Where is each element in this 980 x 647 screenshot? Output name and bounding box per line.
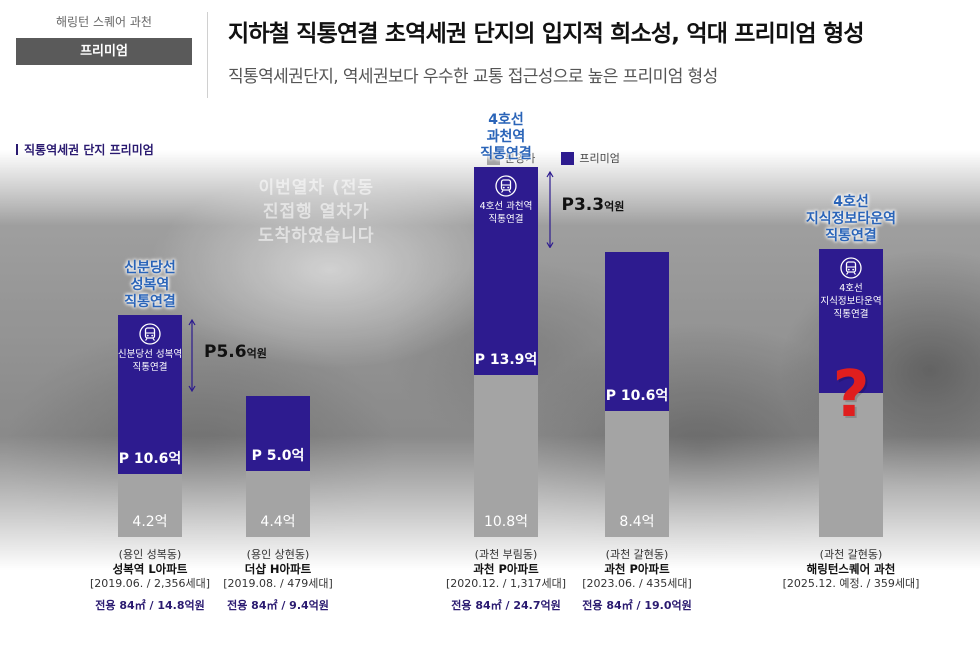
- station-label-line: 직통연결: [825, 228, 877, 244]
- bar-premium-value-3: P 10.6억: [605, 388, 669, 404]
- bar-caption-1: (용인 상현동) 더샵 H아파트 [2019.08. / 479세대] 전용 84㎡ …: [203, 548, 353, 613]
- chart-section-label: 직통역세권 단지 프리미엄: [16, 141, 154, 158]
- station-label-4: 4호선 지식정보타운역 직통연결: [781, 194, 921, 245]
- difference-value: P5.6: [204, 341, 247, 362]
- caption-price: 전용 84㎡ / 9.4억원: [227, 599, 329, 612]
- bar-inner-label-line: 4호선: [839, 283, 863, 294]
- bar-base-3: [605, 411, 669, 537]
- metro-train-icon-0: [139, 323, 161, 345]
- bar-caption-4: (과천 갈현동) 해링턴스퀘어 과천 [2025.12. 예정. / 359세대]: [776, 548, 926, 591]
- caption-price: 전용 84㎡ / 24.7억원: [451, 599, 561, 612]
- section-label-text: 직통역세권 단지 프리미엄: [24, 143, 154, 157]
- legend-swatch-base: [487, 151, 500, 165]
- bar-caption-3: (과천 갈현동) 과천 P아파트 [2023.06. / 435세대] 전용 84㎡ …: [562, 548, 712, 613]
- caption-location: (과천 갈현동): [605, 548, 669, 561]
- bar-caption-2: (과천 부림동) 과천 P아파트 [2020.12. / 1,317세대] 전용 84…: [431, 548, 581, 613]
- difference-value: P3.3: [561, 195, 605, 216]
- station-label-line: 지식정보타운역: [805, 211, 897, 227]
- difference-unit: 억원: [604, 200, 625, 214]
- caption-complex-name: 과천 P아파트: [473, 562, 539, 576]
- legend-label-base: 분양가: [505, 152, 536, 165]
- metro-train-icon-4: [840, 257, 862, 279]
- caption-complex-name: 과천 P아파트: [604, 562, 670, 576]
- difference-label-0: P5.6억원: [204, 342, 267, 362]
- bar-inner-label-line: 직통연결: [132, 362, 168, 373]
- bar-premium-0: [118, 315, 182, 474]
- difference-arrow-0: [188, 319, 196, 392]
- header-left: 해링턴 스퀘어 과천 프리미엄: [16, 12, 192, 65]
- station-label-line: 직통연결: [480, 145, 532, 162]
- station-label-line: 성복역: [130, 277, 170, 293]
- bar-premium-3: [605, 252, 669, 411]
- station-label-line: 4호선: [488, 111, 524, 128]
- bar-base-0: [118, 474, 182, 537]
- bar-base-1: [246, 471, 310, 537]
- legend-item-premium: 프리미엄: [561, 150, 620, 166]
- bar-inner-label-line: 직통연결: [488, 213, 524, 225]
- bar-premium-value-0: P 10.6억: [118, 451, 182, 467]
- caption-meta: [2025.12. 예정. / 359세대]: [782, 577, 920, 590]
- caption-price: 전용 84㎡ / 14.8억원: [95, 599, 205, 612]
- caption-location: (과천 갈현동): [819, 548, 883, 561]
- station-label-line: 직통연결: [124, 294, 176, 310]
- station-label-line: 신분당선: [124, 260, 176, 276]
- bar-premium-1: [246, 396, 310, 471]
- caption-price: 전용 84㎡ / 19.0억원: [582, 599, 692, 612]
- difference-arrow-1: [545, 170, 554, 248]
- site-name: 해링턴 스퀘어 과천: [56, 15, 152, 29]
- bar-base-value-3: 8.4억: [619, 514, 655, 530]
- bar-inner-label-line: 지식정보타운역: [820, 296, 882, 307]
- unknown-premium-question-mark: ?: [832, 358, 870, 432]
- caption-location: (용인 상현동): [246, 548, 310, 561]
- bar-base-4: [819, 393, 883, 537]
- section-tag: 프리미엄: [16, 38, 192, 65]
- bar-inner-label-2: 4호선 과천역 직통연결: [470, 200, 542, 226]
- bar-premium-2: [474, 166, 538, 375]
- station-label-0: 신분당선 성복역 직통연결: [80, 260, 220, 311]
- header-divider: [207, 12, 208, 98]
- bar-premium-4: [819, 249, 883, 393]
- caption-meta: [2020.12. / 1,317세대]: [446, 577, 566, 590]
- caption-meta: [2023.06. / 435세대]: [582, 577, 692, 590]
- bar-inner-label-line: 직통연결: [833, 309, 869, 320]
- metro-train-icon-2: [495, 174, 517, 197]
- bar-inner-label-line: 4호선 과천역: [479, 200, 533, 212]
- bar-base-value-2: 10.8억: [483, 514, 529, 530]
- bar-inner-label-line: 신분당선 성복역: [117, 349, 183, 360]
- station-label-2: 4호선 과천역 직통연결: [436, 112, 576, 163]
- station-label-line: 과천역: [486, 128, 526, 145]
- difference-unit: 억원: [246, 346, 267, 360]
- bar-base-value-1: 4.4억: [260, 514, 296, 530]
- bar-base-2: [474, 375, 538, 537]
- bar-base-value-0: 4.2억: [132, 514, 168, 530]
- page-subtitle: 직통역세권단지, 역세권보다 우수한 교통 접근성으로 높은 프리미엄 형성: [228, 67, 718, 87]
- caption-meta: [2019.08. / 479세대]: [223, 577, 333, 590]
- legend-swatch-premium: [561, 151, 575, 165]
- background-sign: 이번열차 (전동 진접행 열차가 도착하였습니다: [258, 178, 375, 246]
- caption-location: (용인 성복동): [118, 548, 182, 561]
- caption-complex-name: 성복역 L아파트: [112, 562, 188, 576]
- bar-premium-value-2: P 13.9억: [474, 352, 538, 368]
- station-label-line: 4호선: [833, 194, 869, 210]
- bar-premium-value-1: P 5.0억: [251, 448, 305, 464]
- section-label-marker: [16, 144, 18, 155]
- bar-caption-0: (용인 성복동) 성복역 L아파트 [2019.06. / 2,356세대] 전용 8…: [75, 548, 225, 613]
- legend-label-premium: 프리미엄: [579, 152, 620, 165]
- page-title: 지하철 직통연결 초역세권 단지의 입지적 희소성, 억대 프리미엄 형성: [228, 21, 864, 47]
- caption-complex-name: 해링턴스퀘어 과천: [806, 562, 896, 576]
- legend-item-base: 분양가: [487, 150, 535, 166]
- difference-label-1: P3.3억원: [562, 195, 625, 215]
- chart-legend: 분양가 프리미엄: [487, 150, 620, 166]
- caption-meta: [2019.06. / 2,356세대]: [90, 577, 210, 590]
- caption-complex-name: 더샵 H아파트: [244, 562, 312, 576]
- caption-location: (과천 부림동): [474, 548, 538, 561]
